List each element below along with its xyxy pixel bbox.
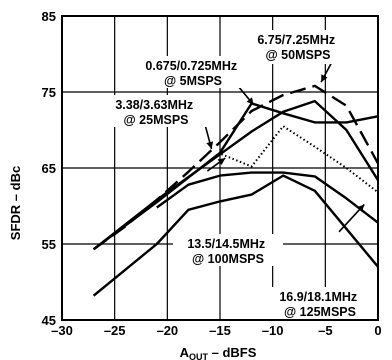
annotation-bg-100msps xyxy=(173,234,283,266)
plot-frame xyxy=(61,15,379,321)
x-tick-label: –5 xyxy=(318,323,332,338)
x-tick-label: 0 xyxy=(374,323,381,338)
annotation-arrowhead xyxy=(217,158,226,166)
annotation-arrowhead xyxy=(321,74,328,83)
annotation-5msps-line2: @ 5MSPS xyxy=(164,74,222,88)
x-tick-label: –20 xyxy=(156,323,178,338)
annotation-25msps: 3.38/3.63MHz @ 25MSPS xyxy=(115,98,196,127)
x-tick-label: –30 xyxy=(51,323,73,338)
annotation-100msps: 13.5/14.5MHz @ 100MSPS xyxy=(187,237,268,266)
annotation-50msps: 6.75/7.25MHz @ 50MSPS xyxy=(257,33,338,62)
x-tick-labels: –30 –25 –20 –15 –10 –5 0 xyxy=(51,323,381,338)
annotation-5msps: 0.675/0.725MHz @ 5MSPS xyxy=(145,59,240,88)
series-line-1 xyxy=(92,102,379,251)
series-line-4 xyxy=(92,174,379,297)
x-axis-title: AOUT – dBFS xyxy=(180,345,257,360)
annotation-bg-5msps xyxy=(136,56,250,88)
y-tick-label: 75 xyxy=(42,85,56,100)
y-tick-label: 55 xyxy=(42,237,56,252)
annotation-bg-25msps xyxy=(101,95,215,127)
annotation-arrowhead xyxy=(206,141,214,149)
annotation-arrowhead xyxy=(246,97,254,105)
x-axis-title-main: A xyxy=(180,345,190,360)
x-axis-title-rest: – dBFS xyxy=(208,345,257,360)
y-tick-labels: 45 55 65 75 85 xyxy=(42,9,56,328)
annotation-bg-125msps xyxy=(265,287,375,319)
y-tick-label: 65 xyxy=(42,161,56,176)
annotations: 6.75/7.25MHz @ 50MSPS 0.675/0.725MHz @ 5… xyxy=(101,30,375,319)
annotation-25msps-line2: @ 25MSPS xyxy=(124,113,189,127)
x-tick-label: –15 xyxy=(209,323,231,338)
series-line-3 xyxy=(92,125,379,251)
annotation-arrowhead xyxy=(356,204,365,212)
annotation-100msps-line1: 13.5/14.5MHz xyxy=(187,237,265,251)
annotation-25msps-line1: 3.38/3.63MHz xyxy=(115,98,193,112)
series-lines xyxy=(92,84,380,297)
y-tick-label: 45 xyxy=(42,313,56,328)
x-axis-title-sub: OUT xyxy=(189,352,209,360)
y-tick-label: 85 xyxy=(42,9,56,24)
annotation-125msps-line2: @ 125MSPS xyxy=(284,305,356,319)
x-tick-label: –10 xyxy=(262,323,284,338)
annotation-5msps-line1: 0.675/0.725MHz xyxy=(145,59,237,73)
annotation-50msps-line1: 6.75/7.25MHz xyxy=(257,33,335,47)
annotation-50msps-line2: @ 50MSPS xyxy=(266,48,331,62)
annotation-125msps-line1: 16.9/18.1MHz xyxy=(279,290,357,304)
annotation-125msps: 16.9/18.1MHz @ 125MSPS xyxy=(279,290,360,319)
x-tick-label: –25 xyxy=(104,323,126,338)
annotation-100msps-line2: @ 100MSPS xyxy=(192,252,264,266)
series-line-5 xyxy=(156,171,379,224)
y-axis-title: SFDR – dBc xyxy=(8,166,23,240)
annotation-bg-50msps xyxy=(238,30,358,64)
